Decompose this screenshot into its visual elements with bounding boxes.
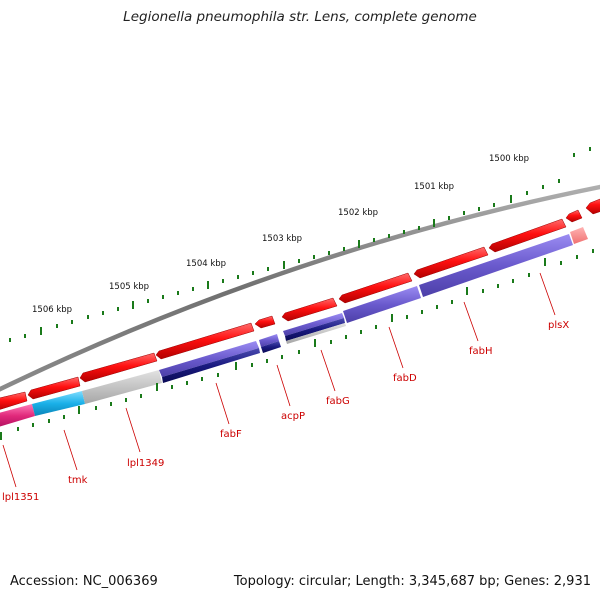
- gene-label-lpl1349: lpl1349: [127, 458, 164, 469]
- gene-arrow: [254, 315, 276, 329]
- map-title: Legionella pneumophila str. Lens, comple…: [123, 9, 477, 25]
- ruler-label-1500: 1500 kbp: [489, 154, 529, 164]
- ruler-label-1501: 1501 kbp: [414, 182, 454, 192]
- outer-ruler-major-ticks: [40, 195, 512, 335]
- inner-ruler: [0, 249, 594, 440]
- gene-label-tmk: tmk: [68, 475, 88, 486]
- gene-label-plsX: plsX: [548, 320, 569, 331]
- ruler-label-1506: 1506 kbp: [32, 305, 72, 315]
- cds-lpl1349-segment: [82, 370, 162, 404]
- cds-lpl1351-segment: [0, 404, 35, 427]
- cds-track: [0, 227, 588, 427]
- ruler-label-1504: 1504 kbp: [186, 259, 226, 269]
- gene-labels: plsX fabH fabD fabG acpP fabF lpl1349 tm…: [2, 320, 569, 503]
- gene-arrow: [79, 352, 158, 383]
- cds-fabG-segment: [283, 313, 344, 336]
- gene-arrow: [155, 322, 255, 360]
- cds-plsX-segment: [570, 227, 588, 244]
- gene-arrow: [0, 391, 28, 410]
- gene-label-fabD: fabD: [393, 373, 417, 384]
- gene-label-fabH: fabH: [469, 346, 493, 357]
- genome-summary-text: Topology: circular; Length: 3,345,687 bp…: [233, 574, 591, 589]
- cds-fabF-segment: [159, 341, 259, 377]
- gene-arrow: [338, 272, 413, 304]
- gene-arrow: [565, 209, 583, 223]
- genome-backbone: [0, 184, 600, 392]
- cds-fabH-segment: [419, 234, 573, 297]
- accession-text: Accession: NC_006369: [10, 574, 158, 589]
- gene-label-fabF: fabF: [220, 429, 242, 440]
- ruler-label-1505: 1505 kbp: [109, 282, 149, 292]
- ruler-label-1503: 1503 kbp: [262, 234, 302, 244]
- cds-acpP-segment: [259, 334, 279, 347]
- ruler-labels: 1500 kbp 1501 kbp 1502 kbp 1503 kbp 1504…: [32, 154, 529, 315]
- gene-arrow: [413, 246, 489, 279]
- gene-label-fabG: fabG: [326, 396, 350, 407]
- gene-arrow: [281, 297, 338, 322]
- gene-label-acpP: acpP: [281, 411, 305, 422]
- forward-gene-track: [0, 198, 600, 410]
- cds-fabG-segment: [285, 318, 345, 341]
- gene-label-leaders: [2, 272, 556, 488]
- outer-ruler-minor-ticks: [9, 147, 591, 342]
- gene-arrow: [27, 376, 81, 400]
- gene-arrow: [488, 218, 567, 253]
- cds-fabD-segment: [343, 286, 421, 323]
- cds-tmk-segment: [32, 391, 85, 416]
- cds-acpP-segment: [261, 341, 281, 353]
- cds-fabG-segment: [286, 323, 346, 344]
- cds-fabF-segment: [162, 348, 260, 383]
- ruler-label-1502: 1502 kbp: [338, 208, 378, 218]
- gene-arrow: [585, 198, 600, 215]
- gene-label-lpl1351: lpl1351: [2, 492, 39, 503]
